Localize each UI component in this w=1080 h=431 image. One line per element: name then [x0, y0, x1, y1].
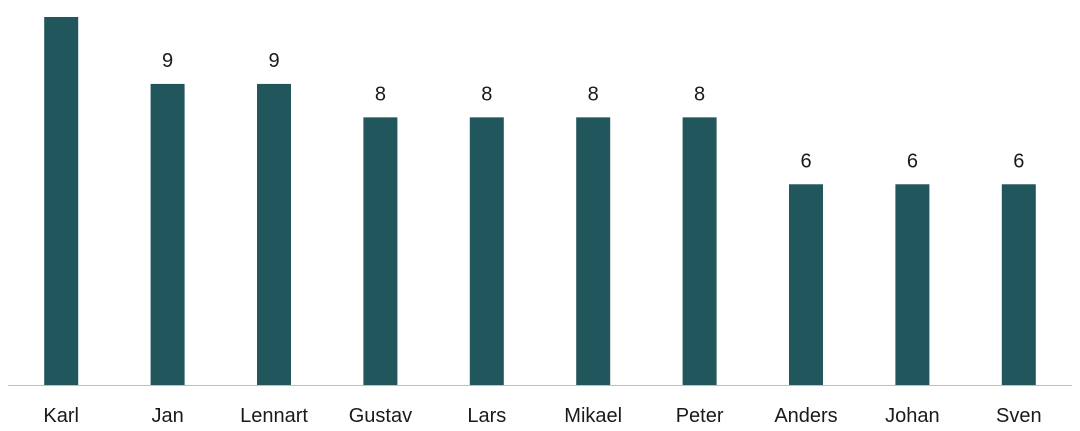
value-label-lennart: 9 — [268, 50, 279, 72]
value-label-jan: 9 — [162, 50, 173, 72]
bar-gustav — [363, 117, 398, 386]
category-label-lars: Lars — [467, 405, 506, 426]
value-labels-layer: 9 9 8 8 8 8 6 6 6 — [162, 50, 1024, 172]
category-label-johan: Johan — [885, 405, 940, 426]
bar-johan — [895, 184, 930, 385]
category-label-gustav: Gustav — [349, 405, 412, 426]
value-label-peter: 8 — [694, 83, 705, 105]
category-label-karl: Karl — [43, 405, 79, 426]
bar-jan — [150, 83, 185, 385]
category-label-jan: Jan — [151, 405, 183, 426]
value-label-mikael: 8 — [588, 83, 599, 105]
value-label-johan: 6 — [907, 150, 918, 172]
category-label-lennart: Lennart — [240, 405, 308, 426]
value-label-sven: 6 — [1013, 150, 1024, 172]
bar-lars — [469, 117, 504, 386]
bar-karl — [44, 17, 79, 385]
value-label-anders: 6 — [800, 150, 811, 172]
bar-peter — [682, 117, 717, 386]
bar-sven — [1001, 184, 1036, 385]
value-label-lars: 8 — [481, 83, 492, 105]
bar-mikael — [576, 117, 611, 386]
bars-layer — [44, 17, 1036, 386]
category-label-sven: Sven — [996, 405, 1042, 426]
category-label-anders: Anders — [774, 405, 837, 426]
category-label-peter: Peter — [676, 405, 724, 426]
category-labels-layer: Karl Jan Lennart Gustav Lars Mikael Peter Ander… — [43, 405, 1042, 427]
value-label-gustav: 8 — [375, 83, 386, 105]
category-label-mikael: Mikael — [564, 405, 622, 426]
bar-anders — [789, 184, 823, 385]
bar-lennart — [257, 83, 291, 385]
